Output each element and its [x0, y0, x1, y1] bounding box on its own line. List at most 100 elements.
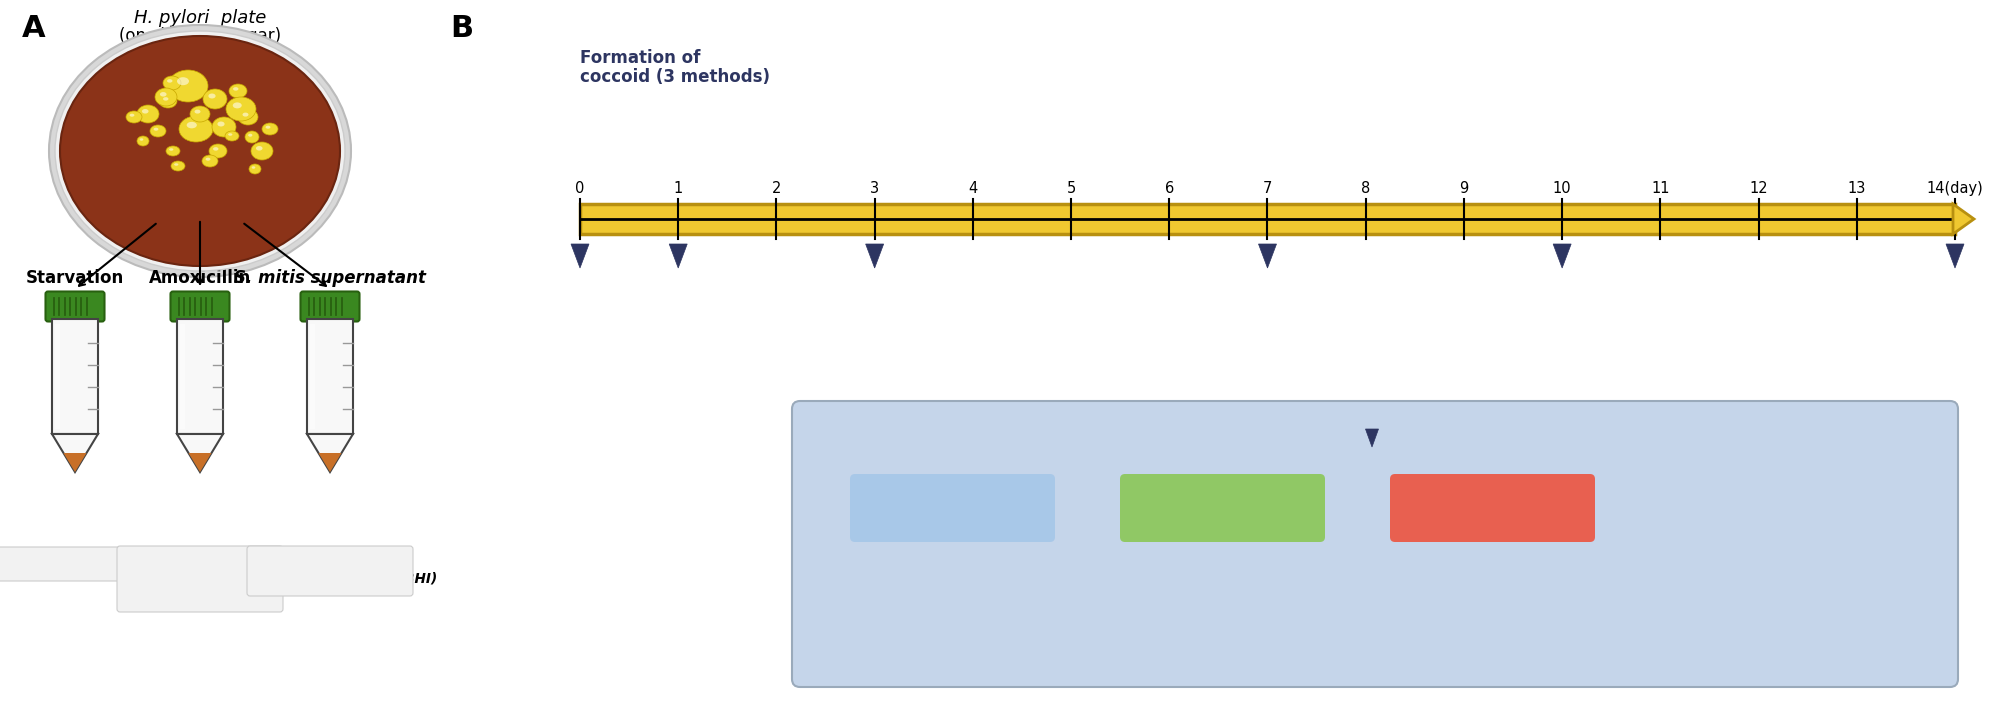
- Text: coccoid (3 methods): coccoid (3 methods): [580, 68, 769, 86]
- FancyBboxPatch shape: [849, 474, 1054, 542]
- Ellipse shape: [209, 144, 227, 158]
- FancyBboxPatch shape: [1120, 474, 1325, 542]
- Text: 10: 10: [1551, 181, 1571, 196]
- Polygon shape: [189, 453, 211, 472]
- Text: - CFU counting: - CFU counting: [897, 552, 1006, 566]
- Ellipse shape: [255, 146, 263, 150]
- Ellipse shape: [195, 110, 201, 113]
- Ellipse shape: [136, 105, 159, 123]
- Ellipse shape: [261, 123, 277, 135]
- Ellipse shape: [245, 131, 259, 143]
- Text: 5: 5: [1066, 181, 1076, 196]
- Text: 6: 6: [1164, 181, 1174, 196]
- Ellipse shape: [167, 79, 173, 83]
- Ellipse shape: [155, 88, 177, 106]
- Text: 1/2 MIC of: 1/2 MIC of: [161, 572, 239, 586]
- Ellipse shape: [130, 113, 134, 117]
- Ellipse shape: [169, 148, 173, 151]
- Ellipse shape: [126, 111, 142, 123]
- Ellipse shape: [233, 102, 241, 108]
- Ellipse shape: [203, 89, 227, 109]
- Bar: [177, 319, 223, 434]
- Text: H. pylori  plate: H. pylori plate: [134, 9, 267, 27]
- Text: 4: 4: [967, 181, 977, 196]
- FancyBboxPatch shape: [46, 291, 104, 321]
- Polygon shape: [1258, 244, 1276, 268]
- Ellipse shape: [187, 122, 197, 128]
- Text: 3: 3: [869, 181, 879, 196]
- Text: Morphology: Morphology: [1162, 499, 1282, 517]
- Polygon shape: [865, 244, 883, 268]
- FancyBboxPatch shape: [0, 547, 159, 581]
- Text: B: B: [450, 14, 474, 43]
- Ellipse shape: [251, 142, 273, 160]
- Text: ): ): [1385, 427, 1397, 442]
- Text: S. mitis supernatant in BHI): S. mitis supernatant in BHI): [223, 572, 438, 586]
- FancyBboxPatch shape: [247, 546, 413, 596]
- Ellipse shape: [265, 125, 271, 129]
- Ellipse shape: [140, 138, 142, 141]
- Ellipse shape: [249, 134, 253, 137]
- Text: Starvation: Starvation: [26, 269, 124, 287]
- FancyBboxPatch shape: [301, 291, 359, 321]
- Ellipse shape: [203, 155, 219, 167]
- Text: 11: 11: [1650, 181, 1668, 196]
- Text: 2: 2: [771, 181, 781, 196]
- FancyBboxPatch shape: [171, 291, 229, 321]
- Ellipse shape: [243, 113, 249, 116]
- Text: Formation of: Formation of: [580, 49, 700, 67]
- Text: Tasks performed on the selected date(: Tasks performed on the selected date(: [829, 427, 1140, 442]
- FancyBboxPatch shape: [1389, 474, 1594, 542]
- Polygon shape: [307, 434, 353, 472]
- Text: 12: 12: [1748, 181, 1766, 196]
- Ellipse shape: [136, 136, 149, 146]
- Ellipse shape: [161, 92, 167, 96]
- Polygon shape: [570, 244, 588, 268]
- Ellipse shape: [169, 70, 209, 102]
- Ellipse shape: [163, 76, 181, 90]
- Text: (1x10⁸ CFU/ml+: (1x10⁸ CFU/ml+: [140, 556, 259, 570]
- Ellipse shape: [229, 133, 233, 135]
- Text: Culturability: Culturability: [889, 499, 1016, 517]
- Ellipse shape: [217, 121, 225, 126]
- Ellipse shape: [153, 128, 159, 130]
- Ellipse shape: [177, 77, 189, 85]
- Text: S. mitis supernatant: S. mitis supernatant: [235, 269, 425, 287]
- Text: (1x10⁸ CFU/ml in BHI): (1x10⁸ CFU/ml in BHI): [0, 557, 157, 571]
- Ellipse shape: [205, 157, 211, 161]
- Text: 9: 9: [1459, 181, 1467, 196]
- FancyBboxPatch shape: [791, 401, 1957, 687]
- Text: Amoxicillin: Amoxicillin: [149, 269, 251, 287]
- Ellipse shape: [142, 109, 149, 113]
- Text: 7: 7: [1262, 181, 1272, 196]
- Text: Amoxicillin in BHI): Amoxicillin in BHI): [130, 588, 271, 602]
- Ellipse shape: [159, 94, 177, 108]
- Ellipse shape: [171, 161, 185, 171]
- Text: (1x10⁸ CFU/ml +: (1x10⁸ CFU/ml +: [267, 556, 391, 570]
- Polygon shape: [668, 244, 686, 268]
- Ellipse shape: [179, 116, 213, 142]
- FancyBboxPatch shape: [116, 546, 283, 612]
- Bar: [181, 324, 185, 429]
- Bar: [580, 204, 1955, 234]
- Polygon shape: [1365, 429, 1379, 447]
- Ellipse shape: [249, 164, 261, 174]
- Ellipse shape: [191, 106, 211, 122]
- Ellipse shape: [233, 87, 239, 91]
- Polygon shape: [1551, 244, 1569, 268]
- Ellipse shape: [225, 131, 239, 141]
- Ellipse shape: [229, 84, 247, 98]
- Bar: [307, 319, 353, 434]
- Text: - Fluorescence staining: - Fluorescence staining: [1138, 552, 1307, 566]
- Ellipse shape: [251, 166, 255, 169]
- Text: (on chocolate agar): (on chocolate agar): [118, 27, 281, 45]
- Text: 1: 1: [672, 181, 682, 196]
- Text: 8: 8: [1361, 181, 1369, 196]
- Ellipse shape: [151, 125, 167, 137]
- Text: - LIVE/DEAD assay: - LIVE/DEAD assay: [1425, 552, 1559, 566]
- Polygon shape: [52, 434, 98, 472]
- Ellipse shape: [48, 25, 351, 277]
- Bar: [52, 319, 98, 434]
- Ellipse shape: [227, 97, 255, 121]
- Ellipse shape: [163, 97, 169, 101]
